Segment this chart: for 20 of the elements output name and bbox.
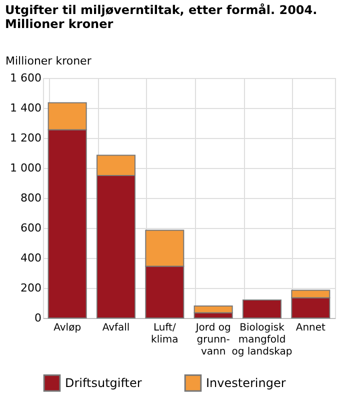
y-tick-label: 0 [34, 312, 42, 324]
x-tick-label: Avfall [102, 322, 130, 334]
y-tick-label: 400 [20, 252, 42, 264]
chart-title: Utgifter til miljøverntiltak, etter formål. 2004. Millioner kroner [5, 3, 318, 31]
y-tick-label: 1 200 [10, 132, 42, 144]
legend-label: Investeringer [206, 376, 286, 390]
x-tick-label: Annet [296, 322, 326, 334]
y-tick-label: 1 000 [10, 162, 42, 174]
x-tick-label: Jord og grunn- vann [194, 322, 231, 358]
legend-label: Driftsutgifter [65, 376, 142, 390]
y-tick-label: 200 [20, 282, 42, 294]
x-tick-label: Avløp [54, 322, 82, 334]
y-axis-title: Millioner kroner [6, 54, 92, 68]
y-tick-label: 1 400 [10, 102, 42, 114]
y-tick-label: 600 [20, 222, 42, 234]
bar [242, 300, 282, 318]
x-tick-label: Biologisk mangfold og landskap [232, 322, 292, 358]
y-tick-label: 800 [20, 192, 42, 204]
x-tick-label: Luft/ klima [151, 322, 178, 346]
y-tick-label: 1 600 [10, 72, 42, 84]
